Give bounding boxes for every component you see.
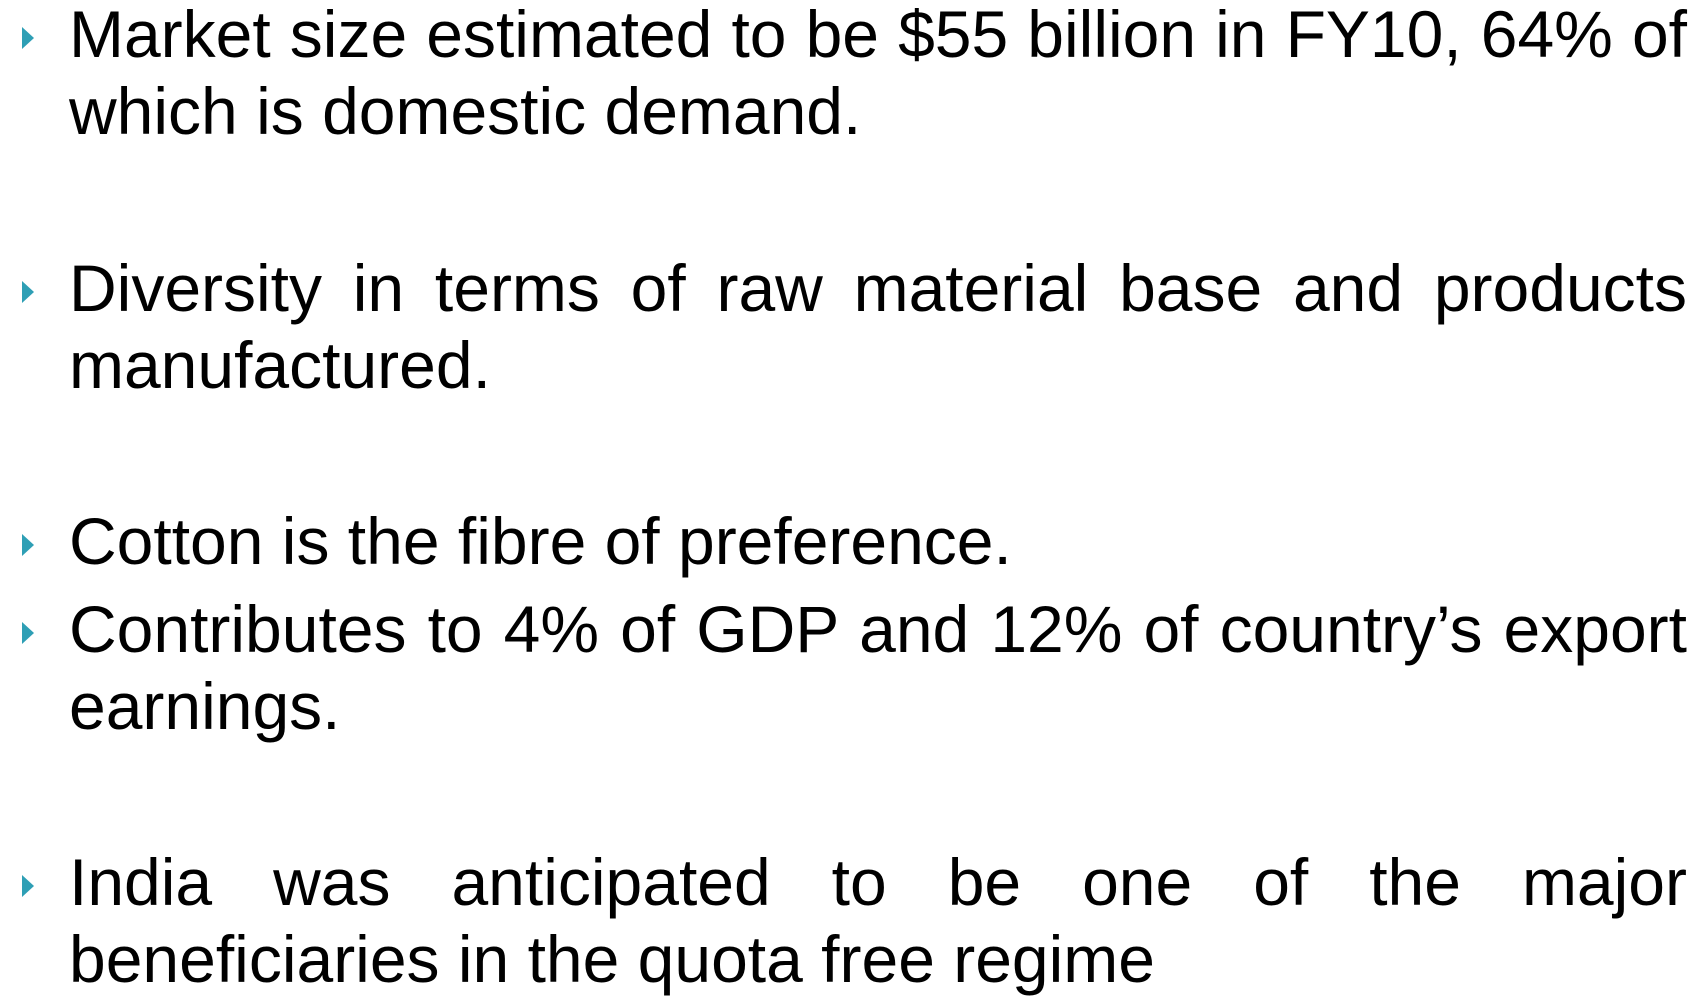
bullet-text: Market size estimated to be $55 billion … <box>69 0 1687 148</box>
bullet-text: India was anticipated to be one of the m… <box>69 845 1687 996</box>
bullet-marker <box>22 27 34 49</box>
bullet-item: Diversity in terms of raw material base … <box>22 250 1687 404</box>
bullet-marker <box>22 875 34 897</box>
bullet-item: Contributes to 4% of GDP and 12% of coun… <box>22 591 1687 745</box>
bullet-text: Contributes to 4% of GDP and 12% of coun… <box>69 592 1687 743</box>
bullet-text: Diversity in terms of raw material base … <box>69 251 1687 402</box>
bullet-marker <box>22 534 34 556</box>
bullet-item: India was anticipated to be one of the m… <box>22 844 1687 998</box>
bullet-item: Cotton is the fibre of preference. <box>22 503 1687 580</box>
bullet-text: Cotton is the fibre of preference. <box>69 504 1012 578</box>
bullet-marker <box>22 622 34 644</box>
bullet-item: Market size estimated to be $55 billion … <box>22 0 1687 150</box>
bullet-marker <box>22 281 34 303</box>
